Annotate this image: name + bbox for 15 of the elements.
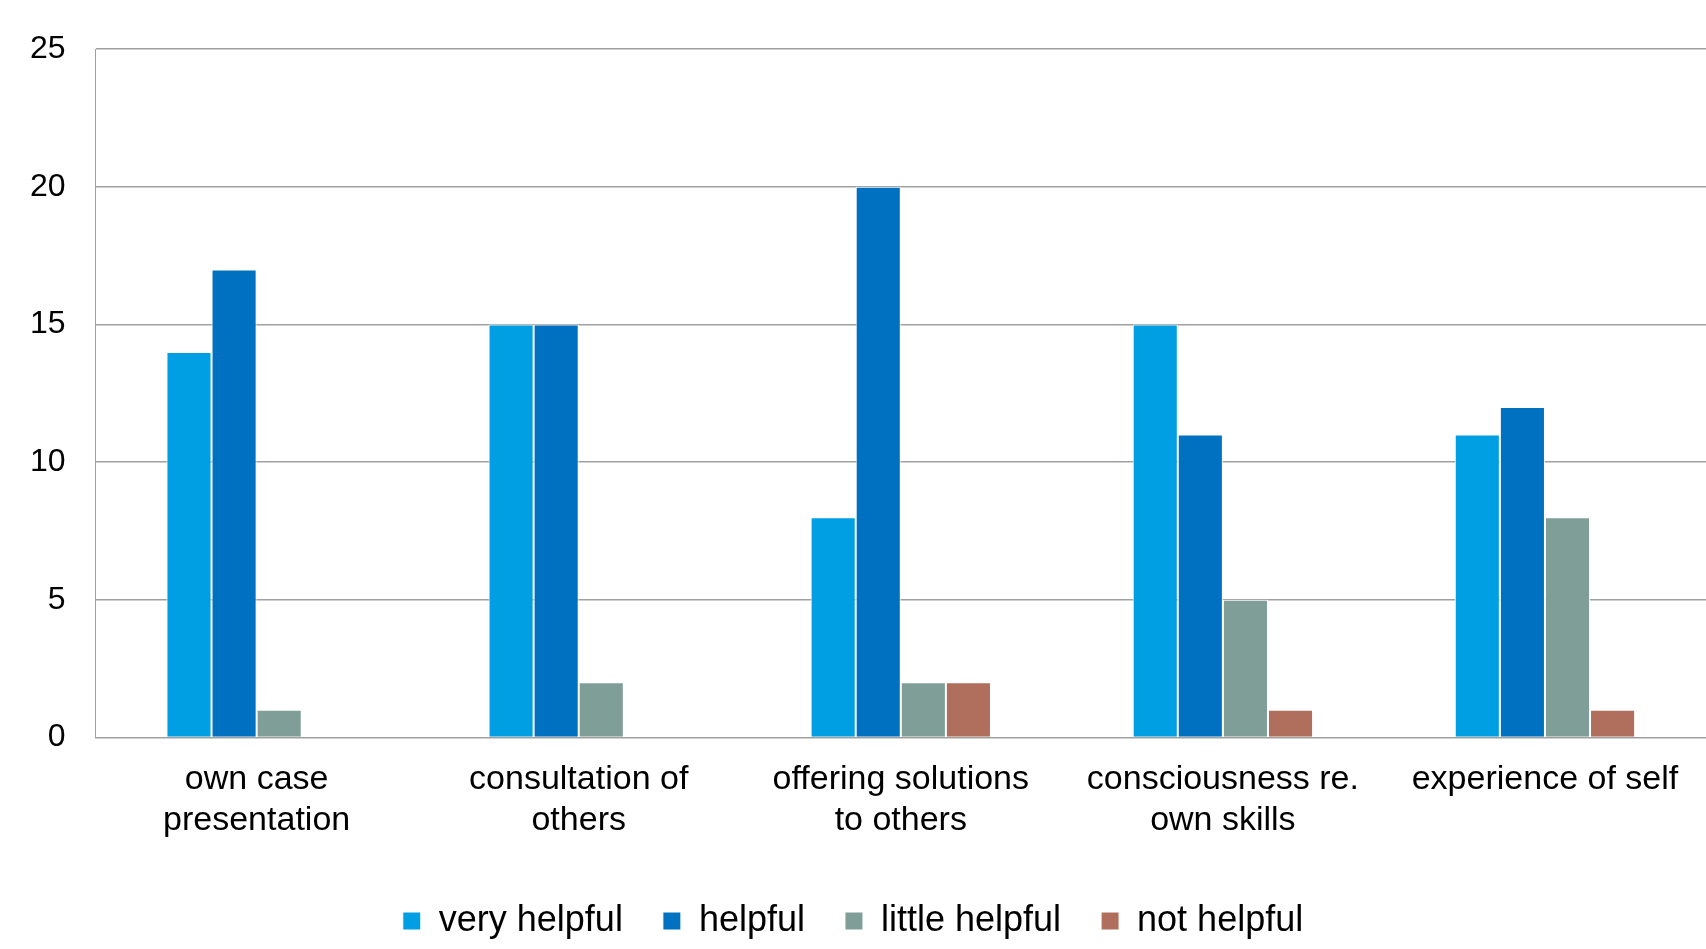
x-tick-label: own case presentation <box>163 758 351 837</box>
x-tick-label: consciousness re. own skills <box>1086 758 1359 837</box>
y-tick-label: 15 <box>30 304 66 341</box>
x-tick-label: consultation of others <box>469 758 689 837</box>
y-tick-label: 20 <box>30 166 66 203</box>
y-tick-label: 0 <box>47 717 66 754</box>
legend-label: little helpful <box>880 897 1062 939</box>
y-tick-label: 10 <box>30 441 66 478</box>
x-tick-label: offering solutions to others <box>772 758 1030 837</box>
legend-label: not helpful <box>1137 897 1304 939</box>
x-tick-label: experience of self <box>1411 758 1679 797</box>
y-tick-label: 25 <box>30 29 66 66</box>
legend-label: very helpful <box>438 897 623 939</box>
y-tick-label: 5 <box>47 579 66 616</box>
legend-label: helpful <box>698 897 805 939</box>
